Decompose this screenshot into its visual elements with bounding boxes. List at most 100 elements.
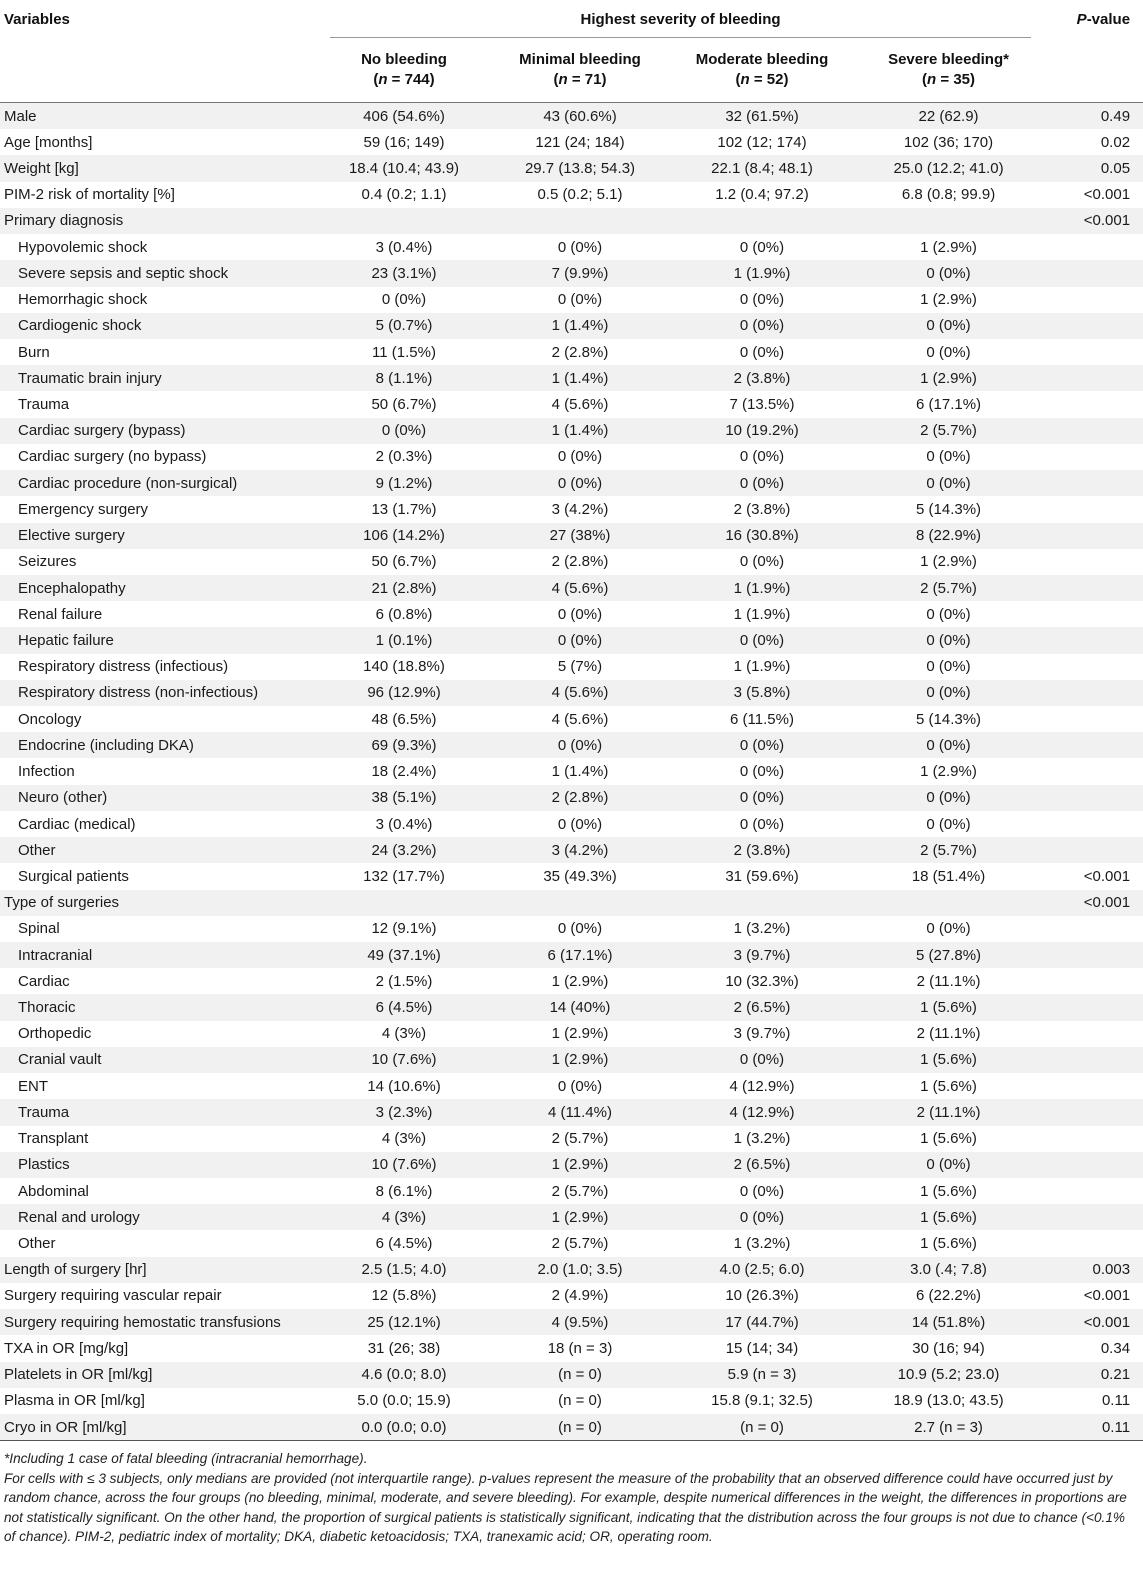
cell-value: 4 (9.5%) [490, 1309, 670, 1336]
column-header-n-var: n [558, 71, 568, 88]
row-label: Intracranial [0, 942, 318, 969]
table-row: Burn 11 (1.5%) 2 (2.8%) 0 (0%) 0 (0%) [0, 339, 1143, 365]
row-label: Weight [kg] [0, 155, 318, 182]
cell-value: 2 (3.8%) [670, 837, 854, 864]
row-label: Surgery requiring hemostatic transfusion… [0, 1309, 318, 1336]
cell-pvalue [1043, 234, 1143, 260]
cell-value: 1 (5.6%) [920, 1130, 977, 1148]
column-header-n-var: n [740, 71, 750, 88]
cell-value: 10 (19.2%) [670, 417, 854, 444]
column-header: Minimal bleeding (n = 71) [490, 38, 670, 103]
table-row: Hepatic failure 1 (0.1%) 0 (0%) 0 (0%) 0 (0%… [0, 627, 1143, 654]
cell-pvalue: <0.001 [1043, 889, 1143, 916]
cell-value: 2 (6.5%) [670, 1151, 854, 1178]
table-row: Cardiac surgery (bypass) 0 (0%) 1 (1.4%) 10… [0, 417, 1143, 444]
table-row: Renal and urology 4 (3%) 1 (2.9%) 0 (0%) 1 (… [0, 1204, 1143, 1231]
column-header-n: (n = 71) [490, 70, 670, 90]
table-row: Orthopedic 4 (3%) 1 (2.9%) 3 (9.7%) 2 (11.1%… [0, 1021, 1143, 1047]
cell-pvalue: 0.05 [1043, 155, 1143, 182]
cell-value: 0 (0%) [926, 815, 971, 833]
cell-value: 0 (0%) [739, 553, 785, 571]
cell-value: 102 (12; 174) [717, 133, 807, 151]
cell-value: 0 (0%) [557, 920, 603, 938]
table-row: Trauma 3 (2.3%) 4 (11.4%) 4 (12.9%) 2 (11.1%… [0, 1099, 1143, 1126]
cell-value: 0 (0%) [557, 1077, 603, 1095]
cell-value: 24 (3.2%) [318, 837, 490, 864]
table-row: Spinal 12 (9.1%) 0 (0%) 1 (3.2%) 0 (0%) [0, 916, 1143, 942]
cell-pvalue [1043, 1021, 1143, 1047]
cell-value: 2 (4.9%) [551, 1287, 609, 1305]
cell-value: 59 (16; 149) [363, 133, 445, 151]
cell-value: 31 (59.6%) [725, 867, 799, 885]
cell-value: 0 (0%) [739, 1182, 785, 1200]
table-row: Thoracic 6 (4.5%) 14 (40%) 2 (6.5%) 1 (5.6%) [0, 994, 1143, 1021]
column-header-n: (n = 35) [854, 70, 1043, 90]
table-row: Elective surgery 106 (14.2%) 27 (38%) 16 (3… [0, 522, 1143, 549]
cell-pvalue [1043, 365, 1143, 392]
row-label: Hypovolemic shock [18, 238, 148, 256]
cell-pvalue: <0.001 [1043, 207, 1143, 235]
row-label: Hepatic failure [0, 627, 318, 654]
cell-value: 2 (2.8%) [490, 784, 670, 811]
cell-pvalue [1043, 391, 1143, 417]
cell-value: 6.8 (0.8; 99.9) [901, 186, 996, 204]
cell-value: 22.1 (8.4; 48.1) [670, 155, 854, 182]
cell-value: 14 (10.6%) [367, 1077, 441, 1095]
cell-pvalue [1043, 444, 1143, 470]
row-label: Neuro (other) [0, 784, 318, 811]
cell-value: 69 (9.3%) [318, 732, 490, 759]
table-row: Cardiac procedure (non-surgical) 9 (1.2%)… [0, 470, 1143, 497]
table-row: Other 24 (3.2%) 3 (4.2%) 2 (3.8%) 2 (5.7%) [0, 837, 1143, 864]
cell-value: 1 (0.1%) [318, 627, 490, 654]
cell-pvalue: <0.001 [1083, 867, 1131, 885]
cell-value: 0 (0%) [557, 815, 603, 833]
cell-value: 2 (2.8%) [551, 343, 609, 361]
cell-value: 18 (51.4%) [911, 867, 986, 885]
cell-value: 3 (5.8%) [670, 679, 854, 707]
cell-pvalue [1043, 654, 1143, 680]
cell-pvalue [1043, 287, 1143, 313]
table-row: Emergency surgery 13 (1.7%) 3 (4.2%) 2 (3.8… [0, 496, 1143, 522]
row-label: Cranial vault [0, 1046, 318, 1074]
cell-value: 18.4 (10.4; 43.9) [318, 155, 490, 182]
cell-pvalue [1043, 470, 1143, 497]
cell-value: 3 (4.2%) [551, 500, 609, 518]
cell-value: 3 (2.3%) [318, 1099, 490, 1126]
cell-pvalue [1043, 942, 1143, 969]
cell-value: 0 (0%) [854, 679, 1044, 707]
cell-value: 121 (24; 184) [535, 133, 625, 151]
table-row: Type of surgeries <0.001 [0, 889, 1143, 916]
cell-value: 102 (36; 170) [903, 133, 994, 151]
row-label: PIM-2 risk of mortality [%] [4, 186, 175, 204]
row-label: Renal failure [18, 605, 103, 623]
cell-value: 13 (1.7%) [371, 500, 437, 518]
cell-value: 96 (12.9%) [318, 679, 490, 707]
cell-value: 10.9 (5.2; 23.0) [854, 1361, 1044, 1388]
row-label: Trauma [0, 1099, 318, 1126]
cell-value: 48 (6.5%) [371, 710, 437, 728]
cell-value: 0 (0%) [739, 343, 785, 361]
cell-value: 31 (26; 38) [367, 1339, 441, 1357]
footnote: *Including 1 case of fatal bleeding (int… [4, 1451, 368, 1467]
cell-value [318, 889, 490, 916]
row-label: Cardiac surgery (bypass) [0, 417, 318, 444]
cell-value: 14 (40%) [490, 994, 670, 1021]
cell-pvalue: 0.11 [1101, 1392, 1131, 1410]
cell-value: 1 (3.2%) [733, 1235, 791, 1253]
cell-value: 0 (0%) [670, 1204, 854, 1231]
cell-value: 1 (3.2%) [733, 1130, 791, 1148]
cell-value: 0 (0%) [381, 291, 427, 309]
cell-value: 3 (9.7%) [670, 942, 854, 969]
cell-pvalue [1043, 260, 1143, 287]
table-footnotes: *Including 1 case of fatal bleeding (int… [0, 1441, 1143, 1547]
cell-value: 18 (2.4%) [371, 763, 437, 781]
row-label: Thoracic [0, 994, 318, 1021]
column-header: No bleeding (n = 744) [318, 38, 490, 103]
cell-value: 27 (38%) [490, 522, 670, 549]
column-header-n-open: ( [553, 71, 559, 88]
cell-value: 2 (2.8%) [551, 553, 609, 571]
cell-value: 0 (0%) [557, 448, 603, 466]
cell-value: 11 (1.5%) [372, 343, 436, 361]
cell-value: 1 (1.9%) [670, 260, 854, 287]
pvalue-header: P-value [1043, 0, 1143, 38]
